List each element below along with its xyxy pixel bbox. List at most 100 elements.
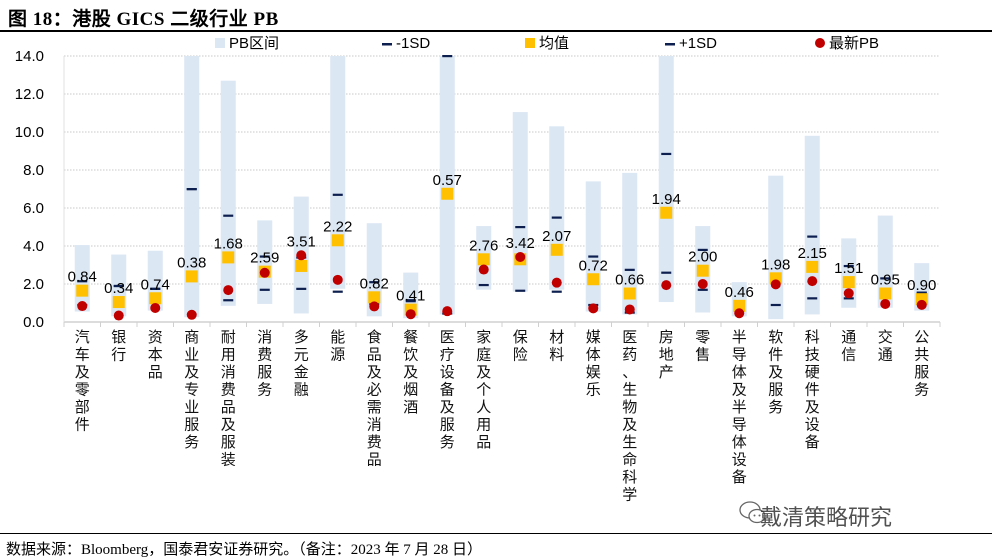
category-label-char: 品 [148,364,163,381]
category-label-char: 及 [732,383,747,399]
mean-marker [477,253,490,266]
latest-pb-marker [843,288,854,299]
y-tick-label: 8.0 [23,162,44,179]
category-label-char: 通 [878,347,893,364]
category-label-char: 服 [221,434,236,451]
category-label-char: 烟 [403,382,418,399]
category-label: 资本品 [148,329,163,381]
category-label-char: 服 [768,382,783,399]
category-label-char: 体 [732,434,747,451]
y-tick-label: 10.0 [15,124,44,141]
category-label-char: 及 [440,400,455,416]
plus-1sd-marker [332,193,343,196]
category-label-char: 车 [75,347,90,364]
category-label-char: 件 [768,347,783,364]
x-axis: 汽车及零部件银行资本品商业及专业服务耐用消费品及服装消费服务多元金融能源食品及必… [63,56,941,504]
category-label: 零售 [695,330,710,364]
plus-1sd-marker [697,248,708,251]
category-label: 银行 [111,329,126,364]
category-label-char: 服 [914,364,929,381]
legend-label: +1SD [679,35,717,52]
y-tick-label: 12.0 [15,86,44,103]
latest-pb-marker [296,250,307,261]
category-label-char: 品 [221,399,236,416]
latest-pb-marker [661,280,672,291]
plus-1sd-marker [880,277,891,280]
latest-pb-label: 2.22 [323,218,352,235]
category-label-char: 设 [440,364,455,381]
plus-1sd-marker [113,284,124,288]
category-label-char: 交 [878,328,893,346]
category-label-char: 费 [221,382,236,399]
category-label-char: 服 [184,417,199,434]
legend-label: -1SD [396,35,430,52]
category-label-char: 及 [476,365,491,381]
category-label: 能源 [330,329,345,364]
category-label-char: 体 [732,364,747,381]
category-label-char: 汽 [75,329,90,346]
category-label-char: 及 [221,418,236,434]
latest-pb-label: 1.94 [652,191,681,208]
category-label-char: 食 [367,329,382,346]
category-label-char: 半 [732,329,747,346]
category-label-char: 及 [367,365,382,381]
gridlines [64,55,940,285]
category-label-char: 及 [403,365,418,381]
y-tick-label: 6.0 [23,200,44,217]
latest-pb-marker [551,277,562,288]
pb-range-bar [585,181,601,312]
category-label-char: 消 [257,329,272,346]
latest-pb-marker [916,299,927,310]
latest-pb-marker [442,306,453,317]
plus-1sd-marker [661,152,672,156]
legend: PB区间 -1SD 均值 +1SD 最新PB [215,35,879,52]
category-label: 通信 [841,329,856,364]
category-label-char: 生 [622,434,637,451]
pb-range-bar [658,56,674,303]
latest-pb-marker [369,301,380,312]
category-label-char: 半 [732,399,747,416]
minus-1sd-marker [515,289,526,292]
legend-swatch-latest [815,38,825,48]
category-label-char: 装 [221,452,236,469]
mean-marker [441,187,454,200]
mean-marker [112,296,125,309]
mean-marker [806,260,819,273]
minus-1sd-marker [807,297,818,300]
category-label-char: 消 [221,364,236,381]
category-label-char: 地 [659,347,674,364]
minus-1sd-marker [296,287,307,290]
category-label-char: 能 [330,329,345,346]
mean-marker [185,270,198,283]
category-label-char: 娱 [586,364,601,381]
watermark: 戴清策略研究 [760,506,893,531]
y-tick-label: 14.0 [15,48,44,65]
latest-pb-marker [880,298,891,309]
mean-marker [879,287,892,300]
category-label: 媒体娱乐 [586,329,601,399]
minus-1sd-marker [259,288,270,291]
category-label-char: 媒 [586,329,601,346]
category-label-char: 件 [805,382,820,399]
category-label-char: 融 [294,382,309,399]
latest-pb-marker [113,310,124,321]
category-label-char: 药 [622,347,637,364]
latest-pb-marker [807,276,818,287]
category-label-char: 务 [184,434,199,451]
latest-pb-marker [259,267,270,278]
pb-range-bar [184,56,200,318]
latest-pb-marker [332,274,343,285]
plus-1sd-marker [624,268,635,271]
mean-marker [842,276,855,289]
latest-pb-label: 1.51 [834,260,863,277]
latest-pb-label: 1.98 [761,256,790,273]
category-label-char: 学 [622,487,637,504]
bottom-rule [0,533,992,534]
category-label-char: 备 [440,382,455,399]
pb-range-bars [74,56,930,320]
category-label: 商业及专业服务 [184,329,199,451]
plus-1sd-marker [223,214,234,217]
category-label-char: 售 [695,347,710,364]
category-label-char: 零 [75,383,90,399]
latest-pb-marker [770,279,781,290]
